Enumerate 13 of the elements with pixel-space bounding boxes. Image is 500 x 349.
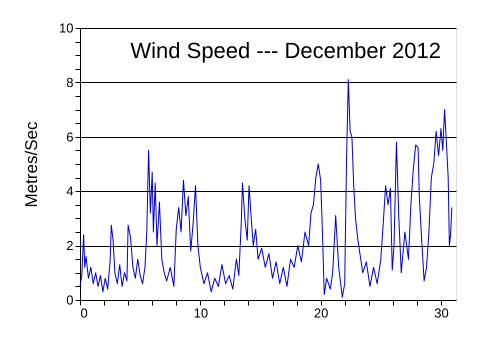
x-tick-label: 10 [194, 306, 208, 320]
y-tick-label: 0 [66, 292, 74, 308]
y-tick-label: 8 [66, 74, 74, 90]
x-tick-label: 20 [314, 306, 328, 320]
y-tick-label: 6 [66, 129, 74, 144]
y-axis-title: Metres/Sec [22, 121, 42, 208]
y-tick-label: 4 [66, 184, 74, 199]
text: Wind Speed --- December 2012 [130, 38, 441, 63]
x-tick-label: 0 [80, 306, 88, 320]
line-series [80, 79, 452, 298]
x-tick-label: 30 [434, 306, 449, 320]
y-tick-label: 2 [66, 238, 74, 254]
y-tick-label: 10 [59, 20, 74, 36]
